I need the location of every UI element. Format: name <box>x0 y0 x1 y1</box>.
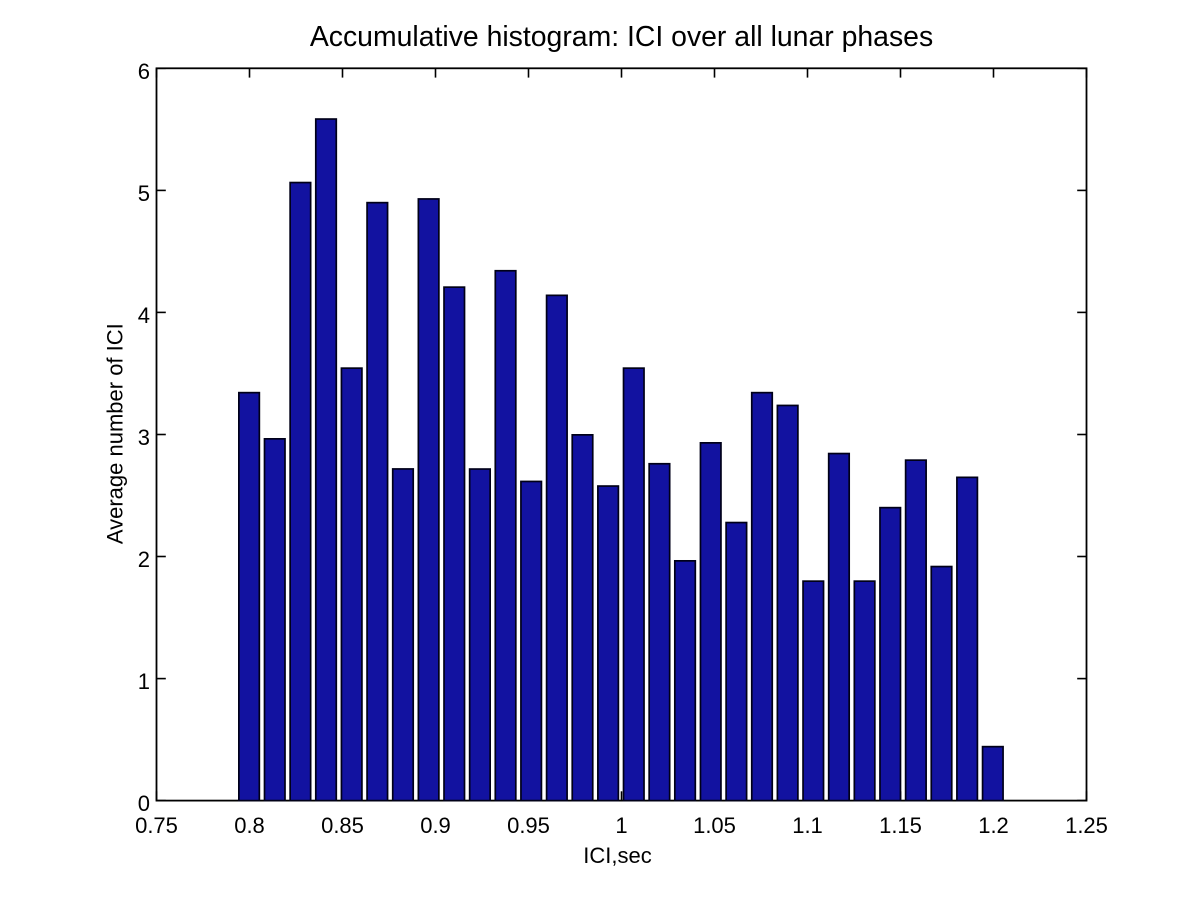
svg-text:1: 1 <box>615 813 627 838</box>
svg-text:4: 4 <box>138 303 150 328</box>
svg-text:1.15: 1.15 <box>879 813 922 838</box>
svg-text:1.2: 1.2 <box>978 813 1009 838</box>
svg-text:0.8: 0.8 <box>234 813 265 838</box>
svg-text:Average number of ICI: Average number of ICI <box>103 323 128 544</box>
svg-text:2: 2 <box>138 547 150 572</box>
svg-text:ICI,sec: ICI,sec <box>583 843 651 868</box>
svg-text:0.85: 0.85 <box>321 813 364 838</box>
svg-text:6: 6 <box>138 59 150 84</box>
svg-text:0.9: 0.9 <box>420 813 451 838</box>
svg-text:1.1: 1.1 <box>792 813 823 838</box>
svg-text:1.05: 1.05 <box>693 813 736 838</box>
svg-text:5: 5 <box>138 181 150 206</box>
svg-text:3: 3 <box>138 425 150 450</box>
svg-text:0.75: 0.75 <box>135 813 178 838</box>
svg-text:0: 0 <box>138 791 150 816</box>
svg-text:1.25: 1.25 <box>1065 813 1108 838</box>
svg-text:Accumulative histogram: ICI ov: Accumulative histogram: ICI over all lun… <box>310 21 933 53</box>
svg-text:0.95: 0.95 <box>507 813 550 838</box>
svg-text:1: 1 <box>138 669 150 694</box>
